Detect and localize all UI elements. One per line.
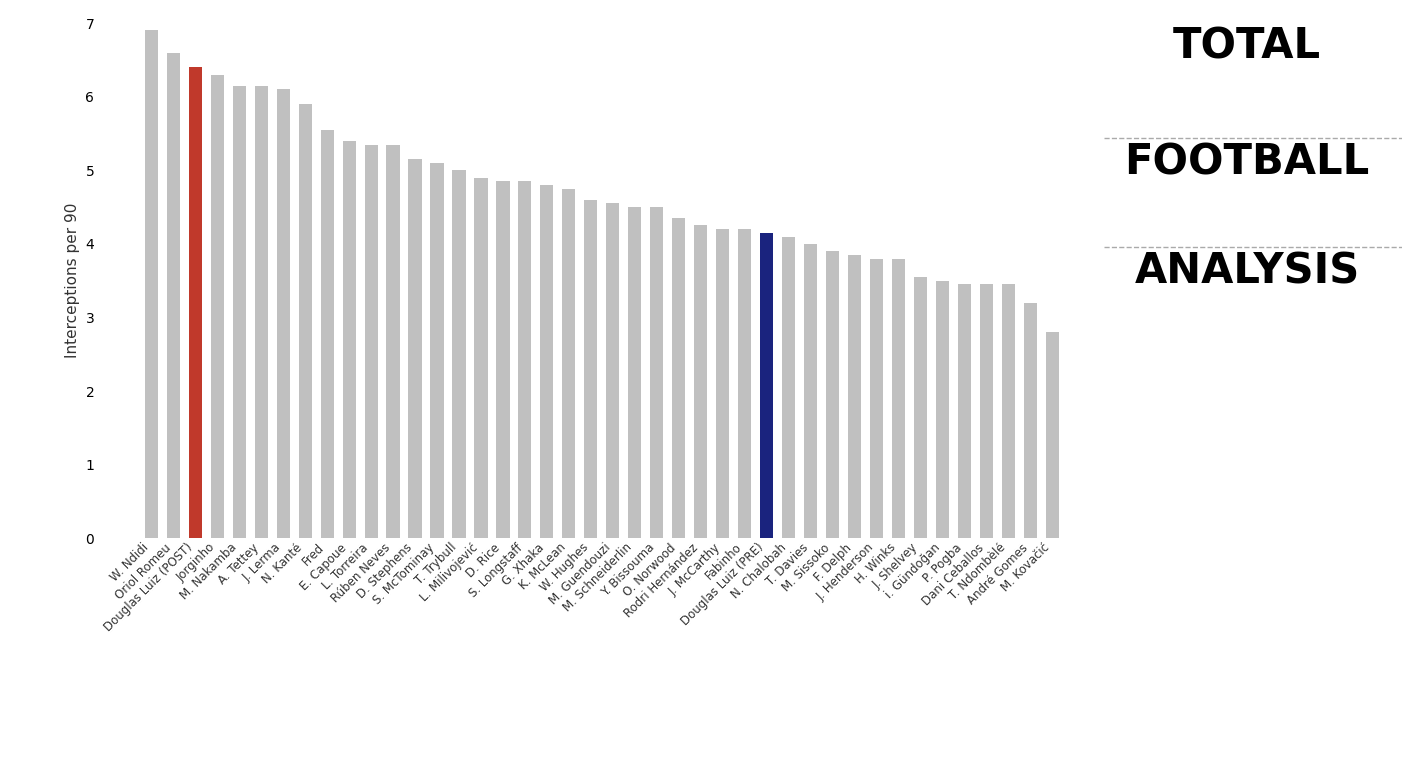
Bar xyxy=(694,225,707,538)
Text: FOOTBALL: FOOTBALL xyxy=(1124,141,1369,183)
Text: TOTAL: TOTAL xyxy=(1172,25,1321,68)
Bar xyxy=(144,31,159,538)
Bar xyxy=(562,188,575,538)
Bar xyxy=(232,85,246,538)
Bar xyxy=(364,145,378,538)
Bar xyxy=(474,178,487,538)
Bar xyxy=(957,285,971,538)
Bar xyxy=(452,170,466,538)
Bar xyxy=(804,244,817,538)
Bar xyxy=(782,237,796,538)
Bar xyxy=(518,181,531,538)
Bar xyxy=(848,255,861,538)
Bar xyxy=(826,251,840,538)
Bar xyxy=(606,204,619,538)
Bar xyxy=(387,145,399,538)
Bar xyxy=(299,104,312,538)
Bar xyxy=(936,281,949,538)
Bar xyxy=(585,200,598,538)
Bar xyxy=(408,159,422,538)
Bar xyxy=(541,185,554,538)
Bar xyxy=(869,258,884,538)
Bar xyxy=(1045,332,1059,538)
Bar xyxy=(980,285,993,538)
Bar xyxy=(913,277,927,538)
Bar xyxy=(1001,285,1015,538)
Y-axis label: Interceptions per 90: Interceptions per 90 xyxy=(65,203,79,358)
Bar xyxy=(276,89,290,538)
Bar xyxy=(673,218,685,538)
Bar xyxy=(650,207,663,538)
Bar xyxy=(1024,303,1037,538)
Bar xyxy=(188,67,202,538)
Bar xyxy=(211,75,224,538)
Bar xyxy=(716,229,729,538)
Bar xyxy=(255,85,268,538)
Bar xyxy=(343,141,355,538)
Bar xyxy=(320,130,334,538)
Text: ANALYSIS: ANALYSIS xyxy=(1134,250,1359,292)
Bar xyxy=(497,181,510,538)
Bar xyxy=(430,163,443,538)
Bar xyxy=(892,258,905,538)
Bar xyxy=(738,229,752,538)
Bar xyxy=(760,233,773,538)
Bar xyxy=(629,207,641,538)
Bar xyxy=(167,52,180,538)
